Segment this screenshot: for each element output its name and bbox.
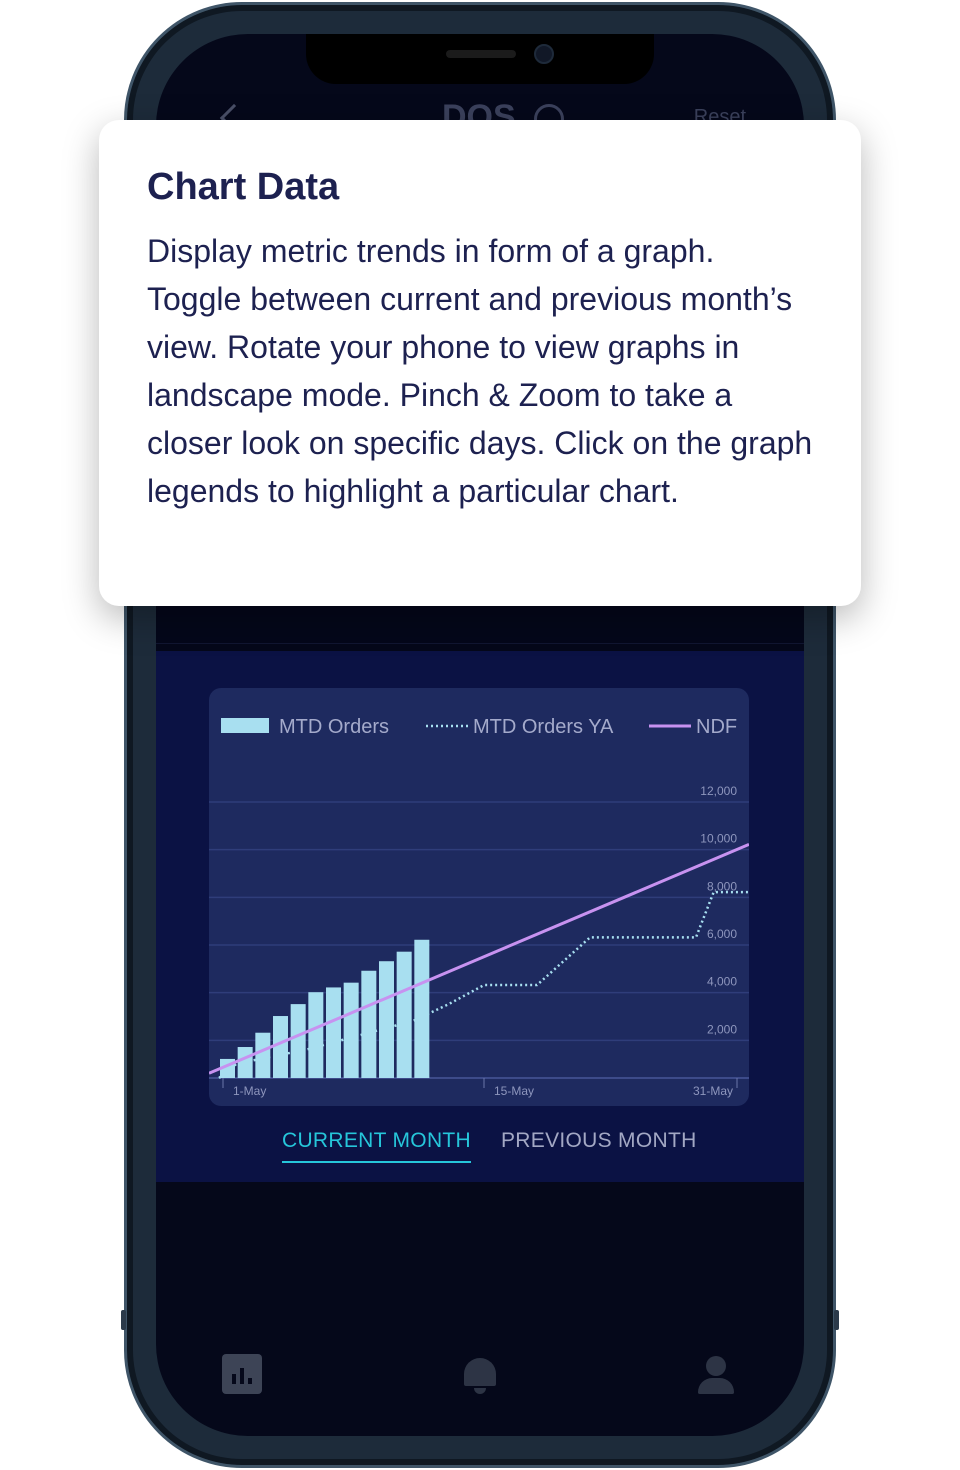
bar-mtd-orders[interactable] xyxy=(414,939,430,1078)
profile-icon[interactable] xyxy=(696,1354,736,1394)
orders-chart[interactable]: 2,000 4,000 6,000 8,000 10,000 12,000 1-May 15-… xyxy=(209,688,749,1106)
legend-label-mtd-orders[interactable]: MTD Orders xyxy=(279,716,389,738)
y-tick-label: 10,000 xyxy=(700,832,737,846)
bottom-nav xyxy=(156,1334,804,1414)
bell-icon[interactable] xyxy=(460,1354,500,1394)
chart-card[interactable]: 2,000 4,000 6,000 8,000 10,000 12,000 1-May 15-… xyxy=(209,688,749,1106)
bar-chart-icon[interactable] xyxy=(222,1354,262,1394)
bar-mtd-orders[interactable] xyxy=(343,982,359,1078)
bar-mtd-orders[interactable] xyxy=(396,951,412,1078)
tooltip-body: Display metric trends in form of a graph… xyxy=(147,233,813,509)
legend-label-ndf[interactable]: NDF xyxy=(696,716,737,738)
y-tick-label: 8,000 xyxy=(707,879,737,893)
bar-mtd-orders[interactable] xyxy=(361,970,377,1078)
tab-current-month[interactable]: CURRENT MONTH xyxy=(282,1129,472,1163)
legend-swatch-mtd-orders xyxy=(221,718,269,733)
legend-label-mtd-orders-ya[interactable]: MTD Orders YA xyxy=(473,716,614,738)
tab-previous-month[interactable]: PREVIOUS MONTH xyxy=(501,1129,697,1152)
month-tabs: CURRENT MONTH PREVIOUS MONTH xyxy=(156,1119,804,1179)
line-mtd-orders-ya xyxy=(218,890,749,1079)
x-tick-label: 15-May xyxy=(494,1084,534,1098)
bar-mtd-orders[interactable] xyxy=(326,987,341,1078)
bar-mtd-orders[interactable] xyxy=(273,1016,288,1078)
side-button-left xyxy=(121,1310,126,1330)
x-tick-label: 31-May xyxy=(693,1084,733,1098)
bar-mtd-orders[interactable] xyxy=(308,992,324,1078)
line-ndf xyxy=(209,843,749,1075)
side-button-right xyxy=(834,1310,839,1330)
y-tick-label: 6,000 xyxy=(707,927,737,941)
y-tick-label: 12,000 xyxy=(700,784,737,798)
speaker-grille xyxy=(446,50,516,58)
camera-icon xyxy=(534,44,554,64)
bar-mtd-orders[interactable] xyxy=(379,961,394,1078)
x-tick-label: 1-May xyxy=(233,1084,266,1098)
chart-data-tooltip[interactable]: Chart Data Display metric trends in form… xyxy=(99,120,861,606)
chart-section: 2,000 4,000 6,000 8,000 10,000 12,000 1-May 15-… xyxy=(156,651,804,1182)
notch xyxy=(306,34,654,84)
y-tick-label: 2,000 xyxy=(707,1022,737,1036)
tooltip-title: Chart Data xyxy=(147,166,340,208)
bar-mtd-orders[interactable] xyxy=(255,1032,271,1078)
y-tick-label: 4,000 xyxy=(707,975,737,989)
bar-mtd-orders[interactable] xyxy=(290,1004,306,1078)
